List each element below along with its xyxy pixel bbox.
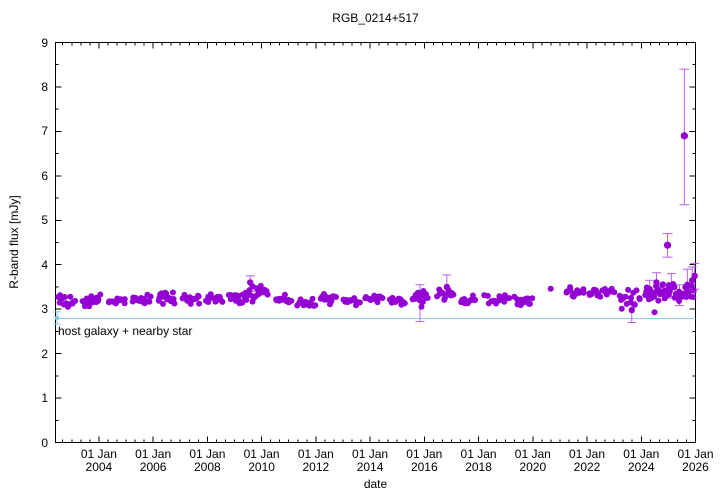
chart-title: RGB_0214+517	[332, 11, 419, 25]
y-tick-label: 5	[41, 213, 48, 228]
x-tick-label: 01 Jan 2006	[135, 447, 172, 474]
x-tick-label: 01 Jan 2010	[243, 447, 280, 474]
x-tick-label: 01 Jan 2004	[80, 447, 117, 474]
x-axis-label: date	[363, 477, 388, 491]
x-tick-label: 01 Jan 2008	[189, 447, 226, 474]
x-tick-label: 01 Jan 2012	[297, 447, 334, 474]
x-tick-label: 01 Jan 2024	[623, 447, 660, 474]
plot-frame	[55, 42, 696, 443]
y-tick-label: 8	[41, 79, 48, 94]
y-tick-label: 2	[41, 346, 48, 361]
x-tick-label: 01 Jan 2022	[569, 447, 606, 474]
x-tick-label: 01 Jan 2020	[514, 447, 551, 474]
data-points-group	[55, 132, 698, 316]
y-tick-label: 6	[41, 168, 48, 183]
y-tick-label: 0	[41, 435, 48, 450]
axis-ticks	[55, 42, 696, 443]
reference-point	[53, 311, 61, 325]
error-bars-group	[245, 68, 700, 323]
y-tick-label: 3	[41, 302, 48, 317]
x-tick-label: 01 Jan 2016	[406, 447, 443, 474]
x-tick-label: 01 Jan 2018	[460, 447, 497, 474]
x-tick-label: 01 Jan 2026	[677, 447, 714, 474]
y-tick-label: 9	[41, 35, 48, 50]
y-tick-label: 1	[41, 391, 48, 406]
x-tick-label: 01 Jan 2014	[352, 447, 389, 474]
y-tick-label: 4	[41, 257, 48, 272]
baseline-annotation: host galaxy + nearby star	[58, 324, 193, 338]
y-tick-label: 7	[41, 124, 48, 139]
